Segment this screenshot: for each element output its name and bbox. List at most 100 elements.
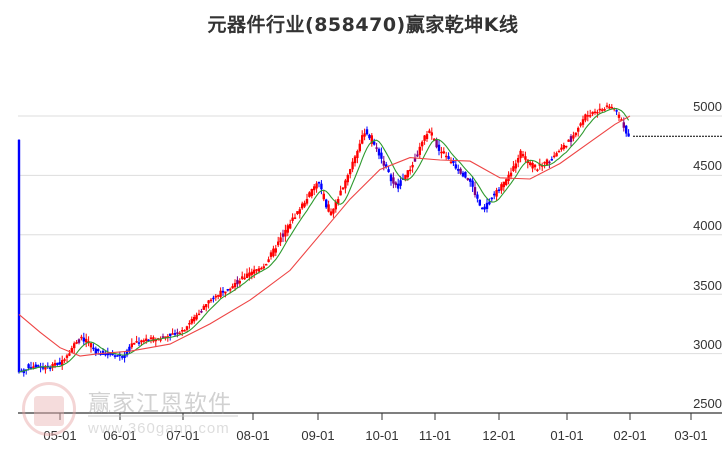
candle-body bbox=[142, 340, 145, 342]
candle-body bbox=[473, 187, 477, 196]
candle-body bbox=[521, 154, 525, 157]
candle-body bbox=[94, 348, 97, 354]
candle-body bbox=[51, 364, 54, 368]
candle-body bbox=[248, 272, 251, 277]
candle-body bbox=[188, 322, 191, 325]
candle-body bbox=[605, 105, 609, 107]
candle-body bbox=[41, 367, 45, 369]
candle-body bbox=[27, 364, 30, 369]
candle-body bbox=[181, 329, 184, 332]
candle-body bbox=[308, 192, 311, 197]
candle-body bbox=[593, 111, 597, 114]
candle-body bbox=[409, 169, 412, 172]
y-tick-label: 3000 bbox=[693, 337, 722, 352]
candle-body bbox=[241, 276, 244, 279]
candle-body bbox=[109, 353, 112, 355]
candle-body bbox=[622, 122, 625, 128]
candle-body bbox=[538, 163, 541, 166]
candle-body bbox=[17, 139, 21, 373]
candle-body bbox=[485, 202, 489, 209]
candle-body bbox=[589, 115, 592, 117]
candle-body bbox=[531, 162, 534, 169]
candle-body bbox=[377, 148, 381, 156]
candle-body bbox=[243, 277, 246, 280]
candle-body bbox=[272, 248, 275, 257]
y-tick-label: 4500 bbox=[693, 158, 722, 173]
candle-body bbox=[572, 135, 575, 139]
candle-body bbox=[37, 365, 40, 367]
candle-body bbox=[461, 172, 465, 177]
x-tick-label: 06-01 bbox=[103, 428, 137, 443]
candle-body bbox=[77, 339, 81, 343]
candle-body bbox=[214, 295, 217, 298]
candle-body bbox=[291, 217, 294, 221]
x-tick-label: 11-01 bbox=[418, 428, 452, 443]
candle-body bbox=[591, 111, 594, 115]
candle-body bbox=[231, 286, 234, 289]
candle-body bbox=[365, 129, 369, 135]
candle-body bbox=[286, 225, 289, 233]
candle-body bbox=[562, 144, 565, 149]
candle-body bbox=[500, 184, 503, 191]
candle-body bbox=[217, 295, 220, 297]
candle-body bbox=[440, 151, 443, 154]
candle-body bbox=[123, 354, 126, 358]
y-tick-label: 5000 bbox=[693, 99, 722, 114]
candle-body bbox=[555, 153, 558, 157]
candle-body bbox=[375, 147, 378, 149]
candle-body bbox=[159, 339, 162, 341]
chart-title: 元器件行业(858470)赢家乾坤K线 bbox=[207, 14, 519, 36]
candle-body bbox=[301, 203, 304, 209]
candle-body bbox=[125, 350, 129, 356]
candle-body bbox=[49, 367, 52, 370]
candle-body bbox=[75, 341, 78, 344]
candle-body bbox=[121, 356, 124, 358]
x-tick-label: 08-01 bbox=[236, 428, 270, 443]
candle-body bbox=[337, 199, 340, 204]
candle-body bbox=[430, 132, 433, 136]
candle-body bbox=[608, 106, 611, 109]
candle-body bbox=[320, 183, 323, 190]
candle-body bbox=[255, 269, 258, 271]
candle-body bbox=[394, 182, 397, 186]
candle-body bbox=[145, 338, 148, 341]
x-tick-label: 09-01 bbox=[301, 428, 335, 443]
candle-body bbox=[601, 109, 604, 111]
candle-body bbox=[274, 248, 277, 253]
candle-body bbox=[135, 341, 138, 343]
candle-body bbox=[80, 336, 83, 339]
candle-body bbox=[73, 343, 76, 349]
candle-body bbox=[97, 349, 100, 352]
candle-body bbox=[397, 183, 400, 189]
candle-body bbox=[116, 355, 119, 357]
candle-body bbox=[173, 333, 177, 335]
candle-body bbox=[207, 300, 210, 304]
candle-body bbox=[416, 154, 419, 157]
candle-body bbox=[512, 166, 515, 171]
candle-body bbox=[224, 291, 227, 294]
candle-body bbox=[579, 123, 582, 126]
candle-body bbox=[627, 133, 630, 137]
candle-body bbox=[106, 352, 109, 356]
candle-body bbox=[404, 174, 407, 180]
y-tick-label: 2500 bbox=[693, 396, 722, 411]
candle-body bbox=[339, 190, 342, 196]
candle-body bbox=[536, 169, 539, 171]
candle-body bbox=[569, 136, 573, 142]
candle-body bbox=[329, 211, 333, 215]
candle-body bbox=[620, 119, 623, 121]
candle-body bbox=[147, 339, 150, 342]
candle-body bbox=[361, 135, 364, 144]
candle-body bbox=[296, 211, 299, 214]
candle-body bbox=[543, 161, 546, 164]
candle-body bbox=[226, 289, 229, 291]
candle-body bbox=[250, 271, 253, 275]
candle-body bbox=[524, 156, 527, 160]
candle-body bbox=[464, 171, 467, 178]
candle-body bbox=[351, 161, 354, 170]
candle-body bbox=[382, 160, 385, 166]
x-tick-label: 01-01 bbox=[550, 428, 584, 443]
ma-short-line bbox=[18, 107, 630, 373]
candle-body bbox=[437, 144, 441, 151]
candle-body bbox=[466, 178, 469, 180]
